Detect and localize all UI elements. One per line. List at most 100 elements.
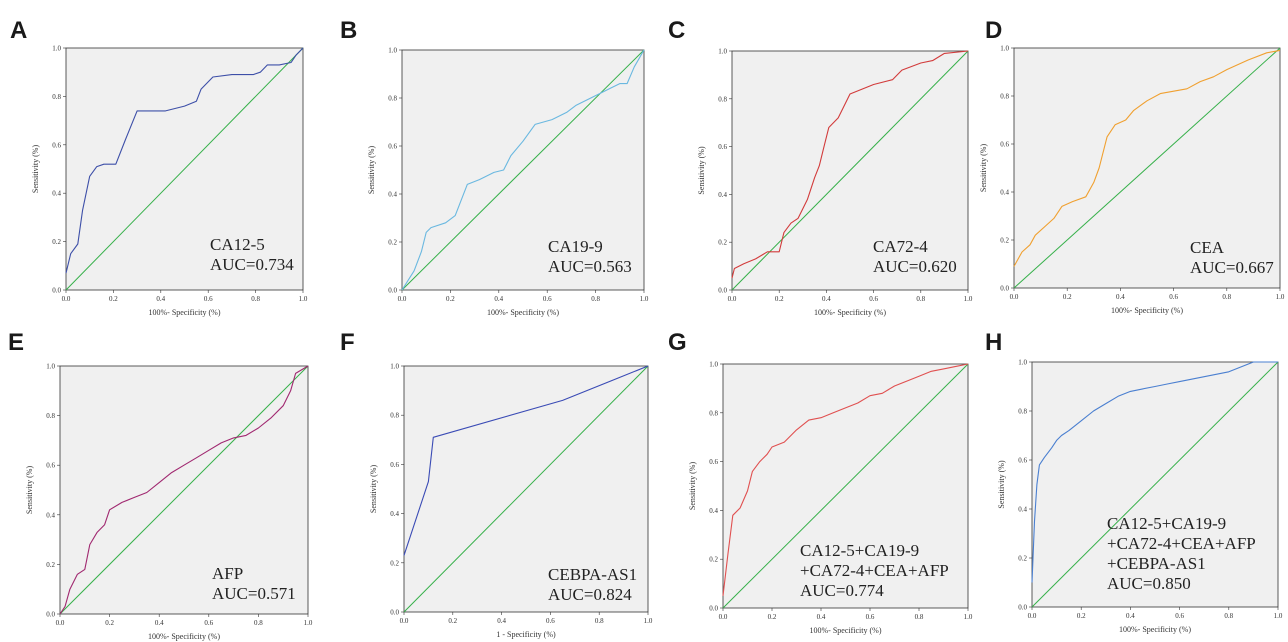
y-tick-label: 0.4 (388, 191, 397, 199)
x-tick-label: 0.6 (543, 295, 552, 303)
x-tick-label: 0.2 (775, 295, 784, 303)
roc-curve (731, 50, 969, 279)
y-tick-label: 1.0 (388, 47, 397, 55)
chart-panel-e: E 0.0 0.2 0.4 0.6 0.8 1.0 0.0 0.2 0.4 0.6 0.8 1.0 100… (8, 329, 313, 641)
y-tick-label: 0.0 (52, 287, 61, 295)
x-tick-label: 1.0 (1274, 612, 1283, 620)
roc-curve (65, 47, 304, 274)
y-tick-label: 0.4 (1000, 189, 1009, 197)
x-axis-title: 1 - Specificity (%) (496, 630, 556, 639)
y-tick-label: 0.8 (1018, 408, 1027, 416)
roc-curve (403, 365, 649, 556)
annotation-line: AUC=0.620 (873, 257, 957, 276)
y-tick-label: 0.0 (1000, 285, 1009, 293)
y-tick-label: 0.6 (52, 141, 61, 149)
panel-letter: A (10, 17, 27, 44)
y-axis-title: Sensitivity (%) (25, 466, 34, 515)
annotation-line: CA12-5+CA19-9 (1107, 514, 1226, 533)
annotation-line: CA19-9 (548, 237, 603, 256)
y-tick-label: 0.2 (709, 556, 718, 564)
x-tick-label: 0.2 (768, 613, 777, 621)
chart-panel-h: H 0.0 0.2 0.4 0.6 0.8 1.0 0.0 0.2 0.4 0.6 0.8 1.0 100… (985, 329, 1283, 634)
reference-diagonal-line (731, 50, 969, 291)
roc-curve (401, 49, 645, 291)
x-tick-label: 0.8 (916, 295, 925, 303)
y-tick-label: 0.8 (1000, 93, 1009, 101)
x-tick-label: 0.4 (822, 295, 831, 303)
y-tick-label: 0.8 (718, 95, 727, 103)
x-tick-label: 0.0 (719, 613, 728, 621)
x-tick-label: 0.2 (446, 295, 455, 303)
x-tick-label: 0.2 (105, 619, 114, 627)
y-tick-label: 0.2 (390, 559, 399, 567)
x-tick-label: 0.0 (398, 295, 407, 303)
y-tick-label: 0.0 (46, 611, 55, 619)
y-tick-label: 0.4 (718, 191, 727, 199)
y-tick-label: 0.2 (388, 239, 397, 247)
reference-diagonal-line (59, 365, 309, 615)
y-tick-label: 0.8 (52, 93, 61, 101)
y-axis-title: Sensitivity (%) (369, 465, 378, 514)
panel-letter: C (668, 17, 685, 44)
y-tick-label: 0.6 (390, 461, 399, 469)
x-tick-label: 1.0 (304, 619, 313, 627)
x-tick-label: 0.4 (1126, 612, 1135, 620)
x-tick-label: 0.6 (204, 295, 213, 303)
y-axis-title: Sensitivity (%) (979, 144, 988, 193)
chart-panel-g: G 0.0 0.2 0.4 0.6 0.8 1.0 0.0 0.2 0.4 0.6 0.8 1.0 100… (668, 329, 973, 635)
reference-diagonal-line (722, 363, 969, 609)
y-tick-label: 0.6 (718, 143, 727, 151)
x-tick-label: 0.0 (1010, 293, 1019, 301)
y-tick-label: 1.0 (52, 45, 61, 53)
y-tick-label: 0.6 (1000, 141, 1009, 149)
x-tick-label: 0.8 (254, 619, 263, 627)
x-axis-title: 100%- Specificity (%) (149, 308, 221, 317)
y-axis-title: Sensitivity (%) (997, 460, 1006, 509)
reference-diagonal-line (1031, 361, 1279, 608)
annotation-line: CA12-5+CA19-9 (800, 541, 919, 560)
x-tick-label: 0.8 (595, 617, 604, 625)
x-tick-label: 0.8 (251, 295, 260, 303)
chart-panel-c: C 0.0 0.2 0.4 0.6 0.8 1.0 0.0 0.2 0.4 0.6 0.8 1.0 100… (668, 17, 973, 317)
y-axis-title: Sensitivity (%) (688, 462, 697, 511)
x-tick-label: 0.0 (56, 619, 65, 627)
x-tick-label: 0.0 (62, 295, 71, 303)
annotation-line: AUC=0.734 (210, 255, 294, 274)
x-tick-label: 1.0 (644, 617, 653, 625)
annotation-line: AUC=0.824 (548, 585, 632, 604)
x-axis-title: 100%- Specificity (%) (814, 308, 886, 317)
annotation-line: AFP (212, 564, 243, 583)
x-tick-label: 0.8 (1224, 612, 1233, 620)
annotation-line: CEA (1190, 238, 1225, 257)
annotation-line: AUC=0.571 (212, 584, 296, 603)
y-tick-label: 0.0 (718, 287, 727, 295)
annotation-line: AUC=0.667 (1190, 258, 1274, 277)
x-tick-label: 1.0 (964, 295, 973, 303)
x-tick-label: 0.2 (109, 295, 118, 303)
annotation-line: AUC=0.850 (1107, 574, 1191, 593)
y-tick-label: 0.6 (46, 462, 55, 470)
roc-curve (59, 365, 309, 615)
chart-panel-f: F 0.0 0.2 0.4 0.6 0.8 1.0 0.0 0.2 0.4 0.6 0.8 1.0 1 -… (340, 329, 653, 639)
x-tick-label: 0.6 (1175, 612, 1184, 620)
y-tick-label: 0.2 (52, 238, 61, 246)
panel-letter: D (985, 17, 1002, 44)
x-tick-label: 0.8 (1222, 293, 1231, 301)
x-tick-label: 0.4 (156, 295, 165, 303)
y-tick-label: 1.0 (390, 363, 399, 371)
chart-panel-b: B 0.0 0.2 0.4 0.6 0.8 1.0 0.0 0.2 0.4 0.6 0.8 1.0 100… (340, 17, 649, 317)
x-tick-label: 0.4 (497, 617, 506, 625)
x-tick-label: 0.8 (591, 295, 600, 303)
panel-letter: E (8, 329, 24, 356)
panel-letter: G (668, 329, 687, 356)
y-tick-label: 0.6 (1018, 457, 1027, 465)
x-tick-label: 0.0 (400, 617, 409, 625)
x-tick-label: 0.6 (1169, 293, 1178, 301)
y-tick-label: 0.4 (52, 190, 61, 198)
annotation-line: +CEBPA-AS1 (1107, 554, 1206, 573)
y-tick-label: 0.2 (1018, 555, 1027, 563)
y-tick-label: 0.8 (390, 412, 399, 420)
x-axis-title: 100%- Specificity (%) (1111, 306, 1183, 315)
annotation-line: AUC=0.774 (800, 581, 884, 600)
